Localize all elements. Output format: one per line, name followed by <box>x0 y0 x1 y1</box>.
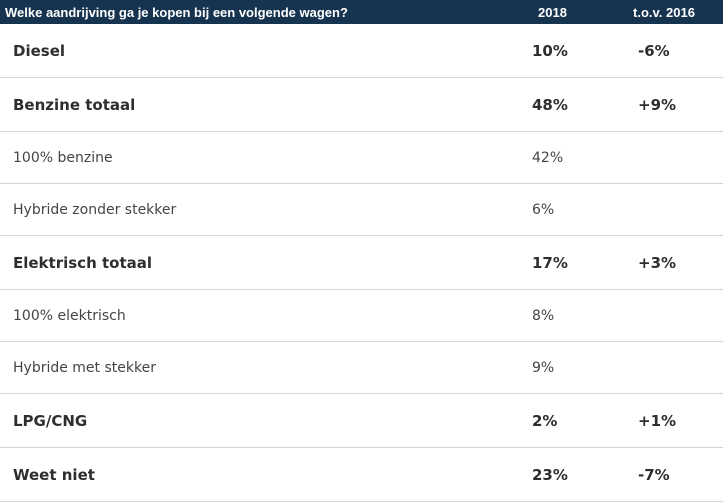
row-label: Weet niet <box>13 465 95 484</box>
row-value-2018: 10% <box>532 41 568 60</box>
table-row-100-benzine: 100% benzine 42% <box>0 132 723 184</box>
row-value-2018: 9% <box>532 359 555 376</box>
table-header: Welke aandrijving ga je kopen bij een vo… <box>0 0 723 24</box>
table-row-elektrisch-totaal: Elektrisch totaal 17% +3% <box>0 236 723 290</box>
row-label: Hybride met stekker <box>13 359 156 376</box>
row-value-2018: 2% <box>532 411 558 430</box>
row-value-2018: 23% <box>532 465 568 484</box>
row-label: 100% elektrisch <box>13 307 126 324</box>
row-value-2018: 6% <box>532 201 555 218</box>
row-value-2018: 8% <box>532 307 555 324</box>
row-label: Diesel <box>13 41 66 60</box>
table-row-hybride-met-stekker: Hybride met stekker 9% <box>0 342 723 394</box>
row-change: +9% <box>638 95 677 114</box>
row-label: 100% benzine <box>13 149 113 166</box>
table-row-weet-niet: Weet niet 23% -7% <box>0 448 723 502</box>
table-row-benzine-totaal: Benzine totaal 48% +9% <box>0 78 723 132</box>
row-label: LPG/CNG <box>13 411 88 430</box>
row-label: Elektrisch totaal <box>13 253 152 272</box>
row-label: Benzine totaal <box>13 95 136 114</box>
row-label: Hybride zonder stekker <box>13 201 177 218</box>
compare-header: t.o.v. 2016 <box>633 4 695 20</box>
row-change: -6% <box>638 41 670 60</box>
year-header: 2018 <box>538 4 567 20</box>
row-change: +1% <box>638 411 677 430</box>
table-row-100-elektrisch: 100% elektrisch 8% <box>0 290 723 342</box>
row-value-2018: 17% <box>532 253 568 272</box>
table-row-hybride-zonder-stekker: Hybride zonder stekker 6% <box>0 184 723 236</box>
row-value-2018: 48% <box>532 95 568 114</box>
row-change: -7% <box>638 465 670 484</box>
question-header: Welke aandrijving ga je kopen bij een vo… <box>5 4 348 20</box>
table-row-diesel: Diesel 10% -6% <box>0 24 723 78</box>
table-row-lpg-cng: LPG/CNG 2% +1% <box>0 394 723 448</box>
row-value-2018: 42% <box>532 149 564 166</box>
row-change: +3% <box>638 253 677 272</box>
